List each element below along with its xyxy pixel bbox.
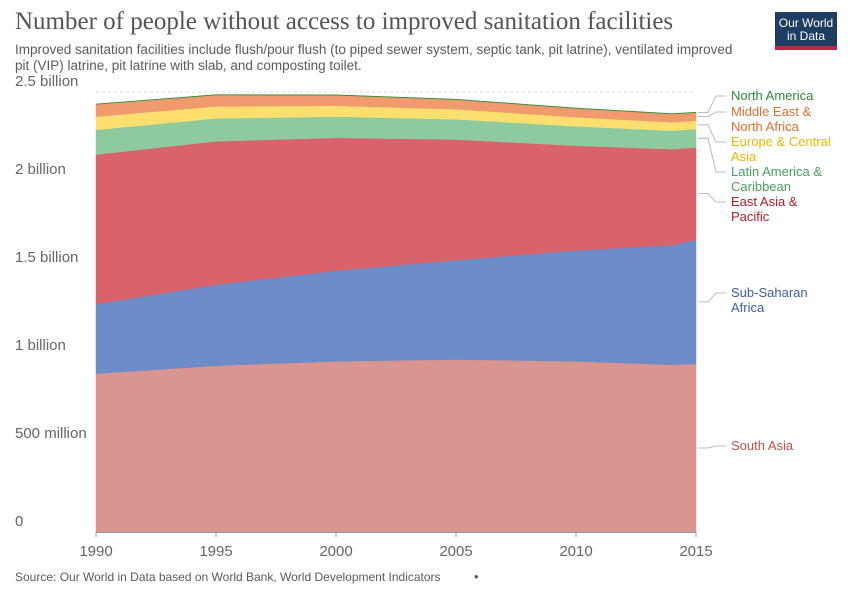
y-axis: 0 500 million 1 billion 1.5 billion 2 billio…: [15, 73, 87, 530]
legend-connector: [698, 111, 726, 117]
legend-label-line: Caribbean: [731, 179, 791, 194]
x-tick-label: 2005: [439, 543, 472, 560]
legend-connector: [698, 445, 726, 449]
legend-connector: [698, 137, 726, 173]
x-tick-label: 1995: [199, 543, 232, 560]
x-axis: 1990 1995 2000 2005 2010 2015: [79, 532, 713, 560]
chart-title: Number of people without access to impro…: [15, 8, 674, 35]
legend-label: Sub-Saharan Africa: [731, 285, 808, 315]
legend-label-line: Latin America &: [731, 164, 822, 179]
logo-line-2: in Data: [786, 29, 826, 43]
y-tick-label: 2 billion: [15, 161, 66, 178]
legend-connector: [698, 193, 726, 203]
x-tick-label: 2000: [319, 543, 352, 560]
y-tick-label: 2.5 billion: [15, 73, 78, 90]
legend-label-line: East Asia &: [731, 194, 798, 209]
y-tick-label: 0: [15, 513, 23, 530]
legend-label-line: Middle East &: [731, 104, 812, 119]
x-tick-label: 1990: [79, 543, 112, 560]
x-tick-label: 2015: [679, 543, 712, 560]
chart-subtitle: Improved sanitation facilities include f…: [15, 42, 733, 73]
legend-label: East Asia & Pacific: [731, 194, 798, 224]
logo-line-1: Our World: [778, 16, 834, 30]
legend-label-line: Africa: [731, 300, 765, 315]
area-series[interactable]: [95, 94, 697, 533]
legend-label: Europe & Central Asia: [731, 134, 831, 164]
legend-label-line: North Africa: [731, 119, 800, 134]
source-dot-icon: •: [474, 569, 479, 584]
y-tick-label: 500 million: [15, 425, 87, 442]
y-tick-label: 1 billion: [15, 337, 66, 354]
legend-label: South Asia: [731, 438, 794, 453]
source-note: Source: Our World in Data based on World…: [15, 570, 441, 584]
legend-label: North America: [731, 88, 814, 103]
legend-label-line: Pacific: [731, 209, 770, 224]
legend-label-line: Sub-Saharan: [731, 285, 808, 300]
y-tick-label: 1.5 billion: [15, 249, 78, 266]
x-tick-label: 2010: [559, 543, 592, 560]
legend-connector: [698, 95, 726, 113]
legend-label-line: North America: [731, 88, 814, 103]
legend-label-line: Europe & Central: [731, 134, 831, 149]
legend-label: Middle East & North Africa: [731, 104, 812, 134]
legend-connector: [698, 292, 726, 303]
legend-label-line: South Asia: [731, 438, 794, 453]
legend-label: Latin America & Caribbean: [731, 164, 822, 194]
area-north-america[interactable]: [95, 94, 697, 115]
owid-logo[interactable]: Our World in Data: [775, 12, 837, 50]
legend-label-line: Asia: [731, 149, 757, 164]
legend-connector: [698, 124, 726, 143]
area-south-asia[interactable]: [95, 359, 697, 533]
